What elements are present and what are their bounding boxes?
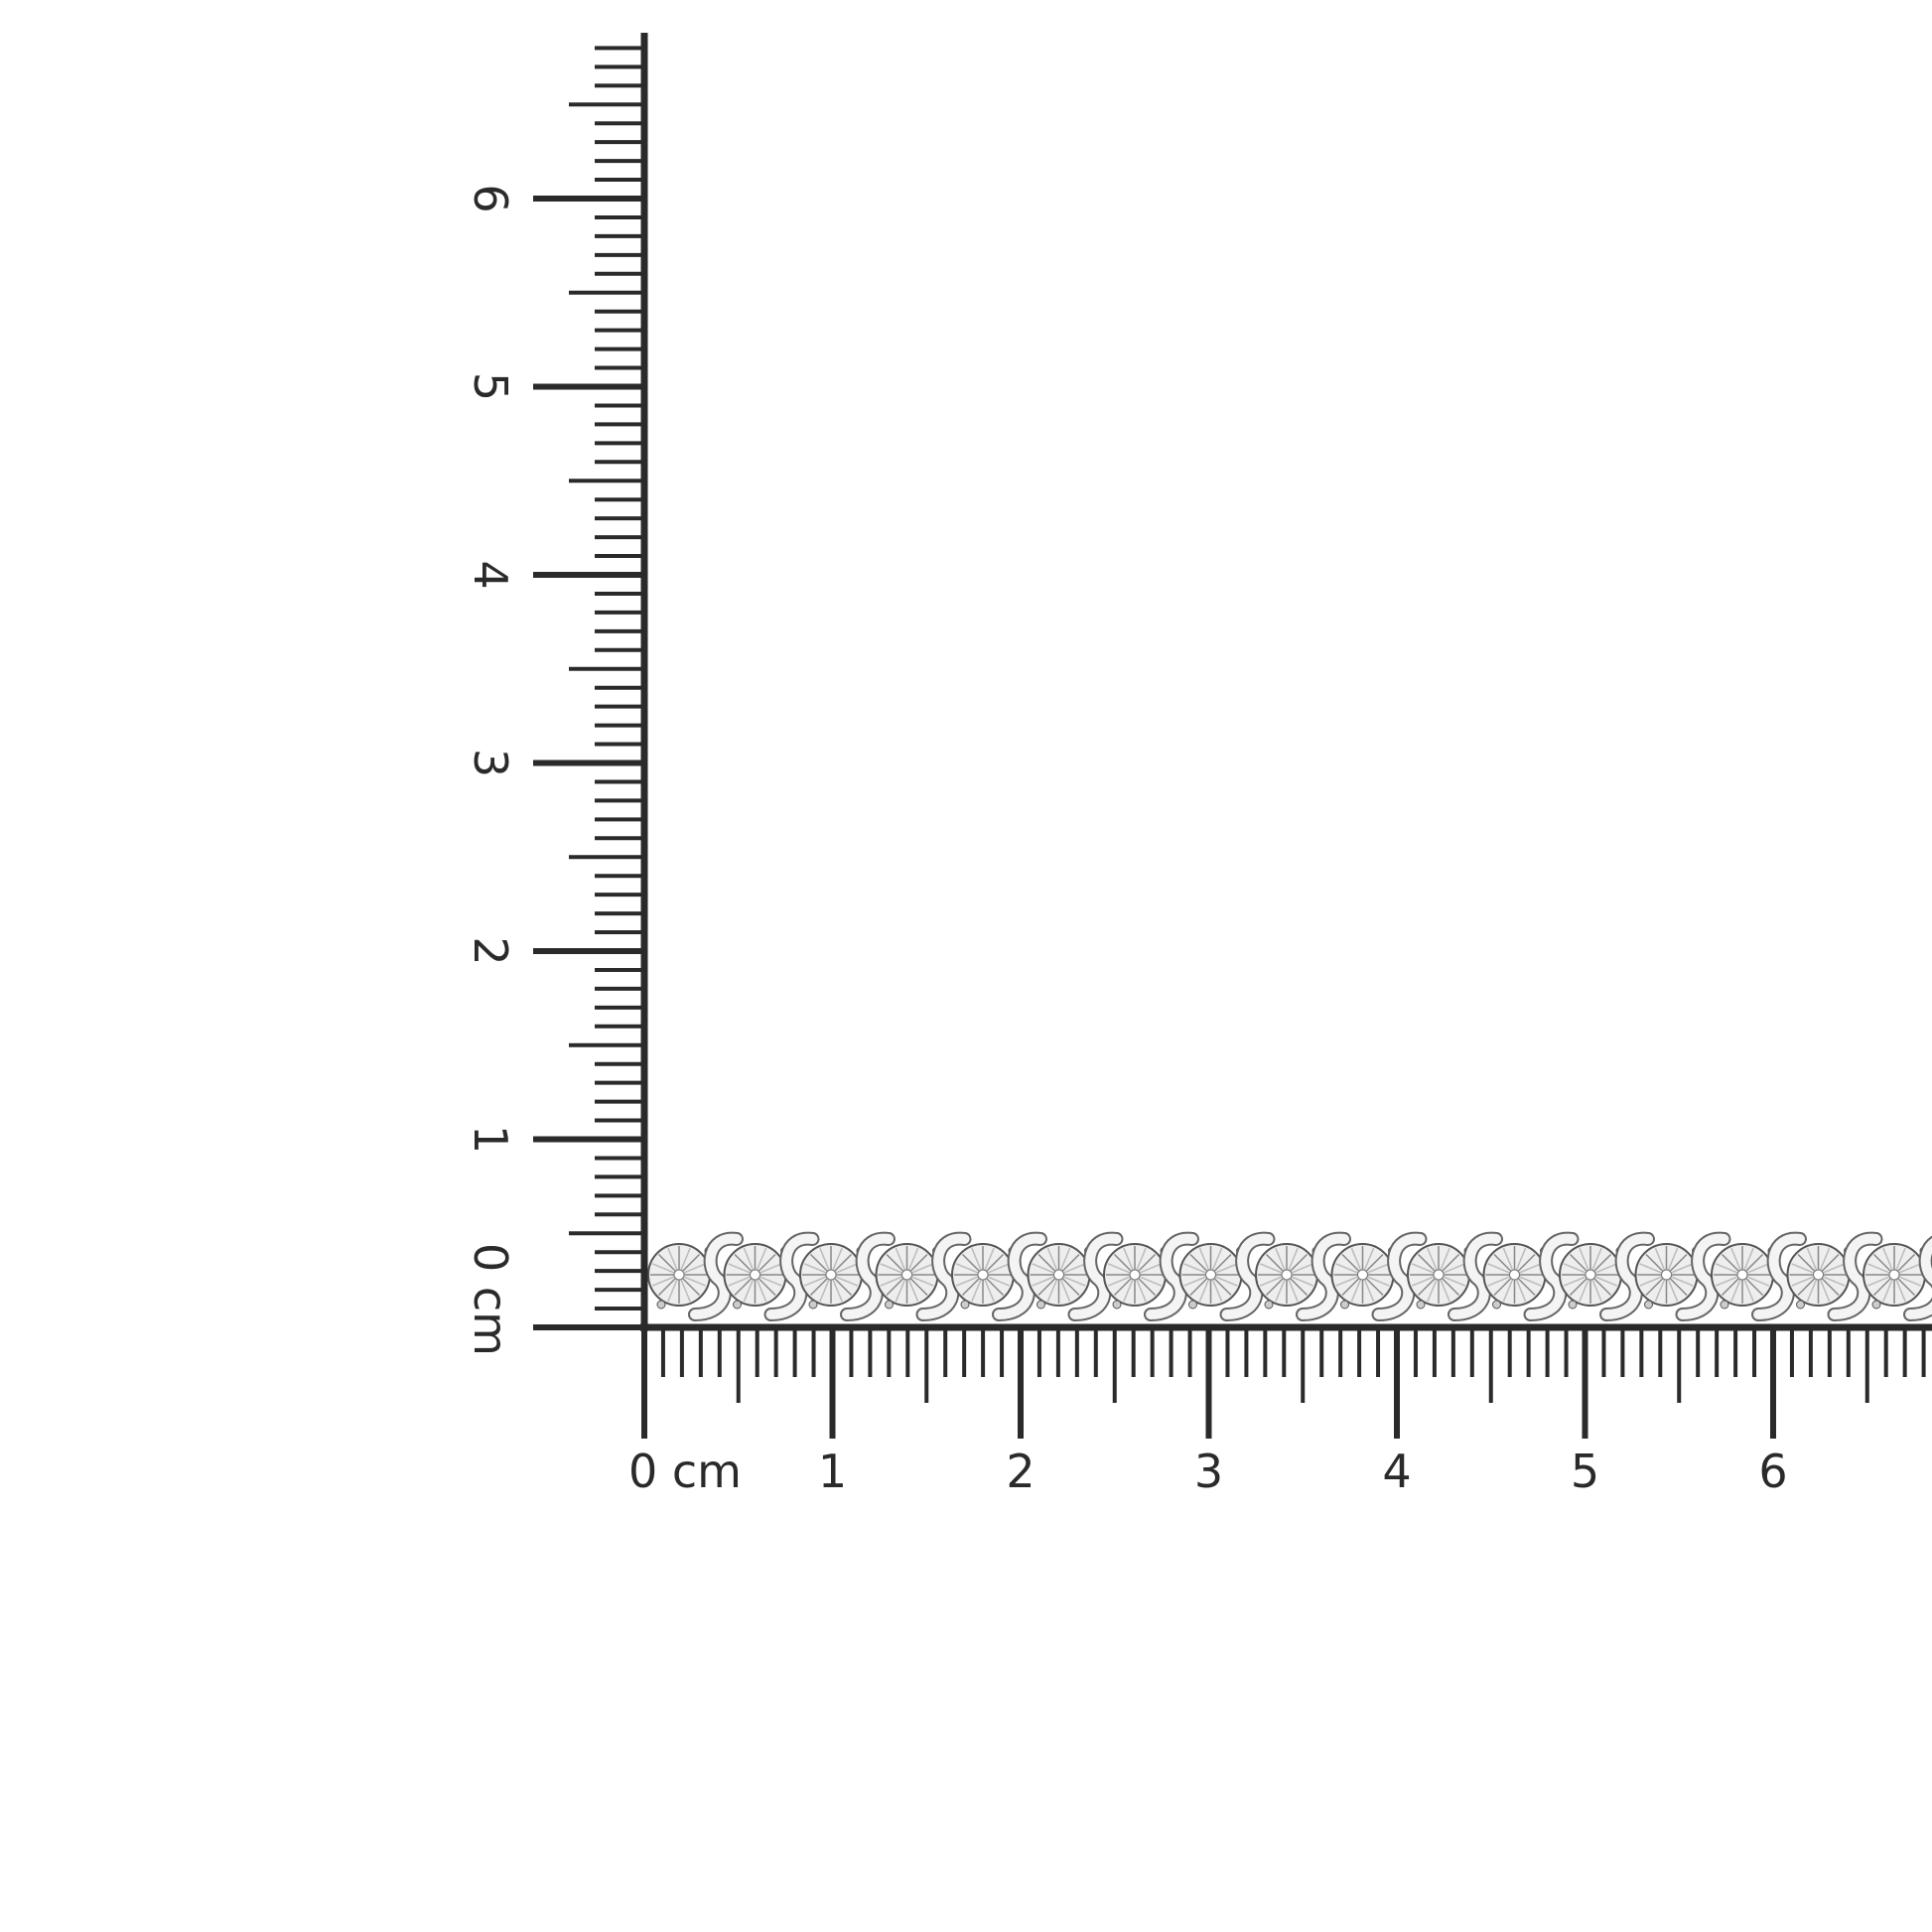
horizontal-ruler-label: 3 [1194, 1445, 1223, 1498]
horizontal-ruler-label: 0 cm [628, 1445, 742, 1498]
bracelet-link [1255, 1231, 1351, 1321]
vertical-ruler-label: 5 [464, 372, 517, 401]
horizontal-ruler-label: 1 [818, 1445, 847, 1498]
horizontal-ruler-label: 5 [1571, 1445, 1599, 1498]
horizontal-ruler-label: 2 [1006, 1445, 1035, 1498]
bracelet-link [1559, 1231, 1655, 1321]
bracelet-link [647, 1231, 744, 1321]
vertical-ruler-label: 2 [464, 936, 517, 965]
bracelet-link [1330, 1231, 1428, 1321]
bracelet-link [1482, 1231, 1580, 1321]
bracelet-link [1407, 1231, 1503, 1321]
bracelet-link [1786, 1231, 1883, 1321]
vertical-ruler-label: 6 [464, 184, 517, 212]
bracelet-link [1103, 1231, 1199, 1321]
horizontal-ruler: 0 cm 1 2 3 4 5 6 [628, 1323, 1932, 1498]
bracelet-link [1711, 1231, 1807, 1321]
bracelet-link [723, 1231, 820, 1321]
tennis-bracelet-image [647, 1231, 1932, 1321]
bracelet-link [799, 1231, 896, 1321]
horizontal-ruler-label: 4 [1382, 1445, 1411, 1498]
vertical-ruler-label: 1 [464, 1125, 517, 1154]
bracelet-link [1178, 1231, 1276, 1321]
vertical-ruler-label: 3 [464, 749, 517, 777]
bracelet-link [1027, 1231, 1124, 1321]
horizontal-ruler-label: 6 [1758, 1445, 1787, 1498]
bracelet-link [951, 1231, 1047, 1321]
bracelet-link [1634, 1231, 1731, 1321]
vertical-ruler-label: 4 [464, 560, 517, 589]
bracelet-link [1863, 1235, 1932, 1321]
vertical-ruler: 0 cm 1 2 3 4 5 6 [464, 33, 648, 1356]
vertical-ruler-label: 0 cm [464, 1243, 517, 1356]
bracelet-link [875, 1231, 972, 1321]
